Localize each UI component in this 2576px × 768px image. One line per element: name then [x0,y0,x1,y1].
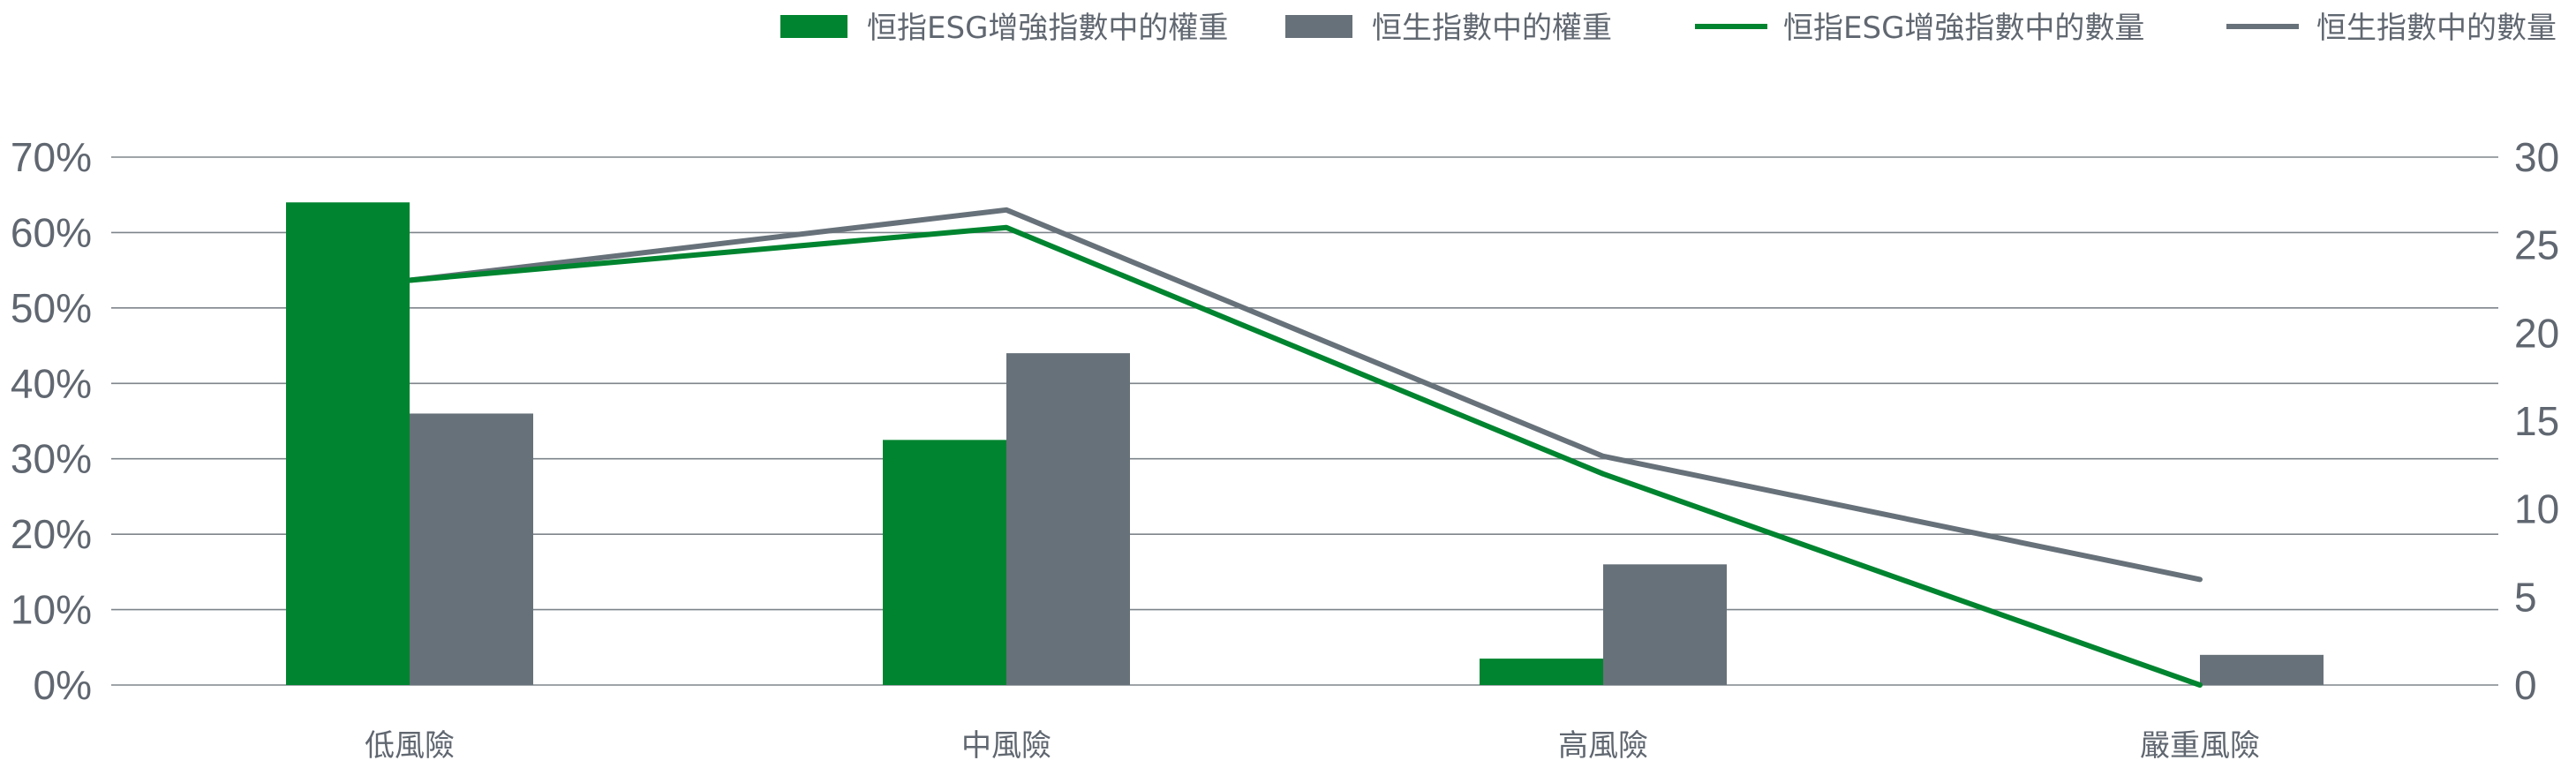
legend-swatch-esg-weight [780,15,847,38]
y-left-tick-label: 40% [11,360,92,406]
y-left-tick-label: 70% [11,134,92,180]
y-right-tick-label: 20 [2514,310,2559,356]
y-right-tick-label: 5 [2514,574,2537,620]
bar-hsi-weight [1603,564,1727,685]
y-left-tick-label: 0% [34,662,92,708]
line-hsi-count [407,207,2203,583]
bar-hsi-weight [2200,654,2324,685]
legend-label-hsi-count: 恒生指數中的數量 [2316,11,2557,46]
y-left-tick-label: 20% [11,511,92,557]
bar-esg-weight [286,202,410,685]
y-left-tick-label: 50% [11,285,92,331]
bar-esg-weight [1480,659,1603,685]
y-right-tick-label: 15 [2514,398,2559,444]
y-right-tick-label: 30 [2514,134,2559,180]
x-category-label: 高風險 [1558,728,1648,764]
y-right-tick-label: 25 [2514,222,2559,268]
legend-label-esg-count: 恒指ESG增強指數中的數量 [1783,11,2144,46]
y-left-tick-label: 30% [11,436,92,482]
x-category-label: 嚴重風險 [2140,728,2260,764]
y-left-tick-label: 60% [11,209,92,255]
bar-hsi-weight [1006,353,1130,685]
legend-swatch-hsi-weight [1285,15,1352,38]
legend-label-esg-weight: 恒指ESG增強指數中的權重 [867,11,1228,46]
bar-hsi-weight [410,413,533,685]
bar-esg-weight [883,440,1006,685]
y-left-tick-label: 10% [11,587,92,633]
x-category-label: 低風險 [365,728,455,764]
y-right-tick-label: 10 [2514,486,2559,532]
y-right-tick-label: 0 [2514,662,2537,708]
x-category-label: 中風險 [961,728,1051,764]
plot-area: 0% 10% 20% 30% 40% 50% 60% 70% 0 5 10 15 20 25 30 低風險 中風… [11,134,2559,764]
line-esg-count [407,224,2203,688]
legend: 恒指ESG增強指數中的權重 恒生指數中的權重 恒指ESG增強指數中的數量 恒生指… [780,11,2557,46]
legend-label-hsi-weight: 恒生指數中的權重 [1372,11,1612,46]
